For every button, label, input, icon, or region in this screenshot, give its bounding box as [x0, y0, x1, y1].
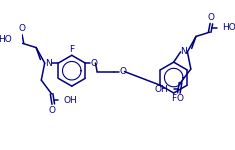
Text: OH: OH: [63, 96, 77, 105]
Text: O: O: [176, 94, 183, 103]
Text: N: N: [45, 58, 51, 68]
Text: O: O: [207, 13, 214, 22]
Text: HO: HO: [222, 23, 235, 32]
Text: O: O: [90, 58, 97, 68]
Text: N: N: [181, 47, 187, 56]
Text: O: O: [49, 106, 56, 115]
Text: O: O: [18, 24, 25, 33]
Text: O: O: [119, 67, 126, 76]
Text: F: F: [69, 45, 74, 54]
Text: OH: OH: [155, 85, 168, 94]
Text: HO: HO: [0, 34, 12, 43]
Text: F: F: [171, 94, 176, 103]
